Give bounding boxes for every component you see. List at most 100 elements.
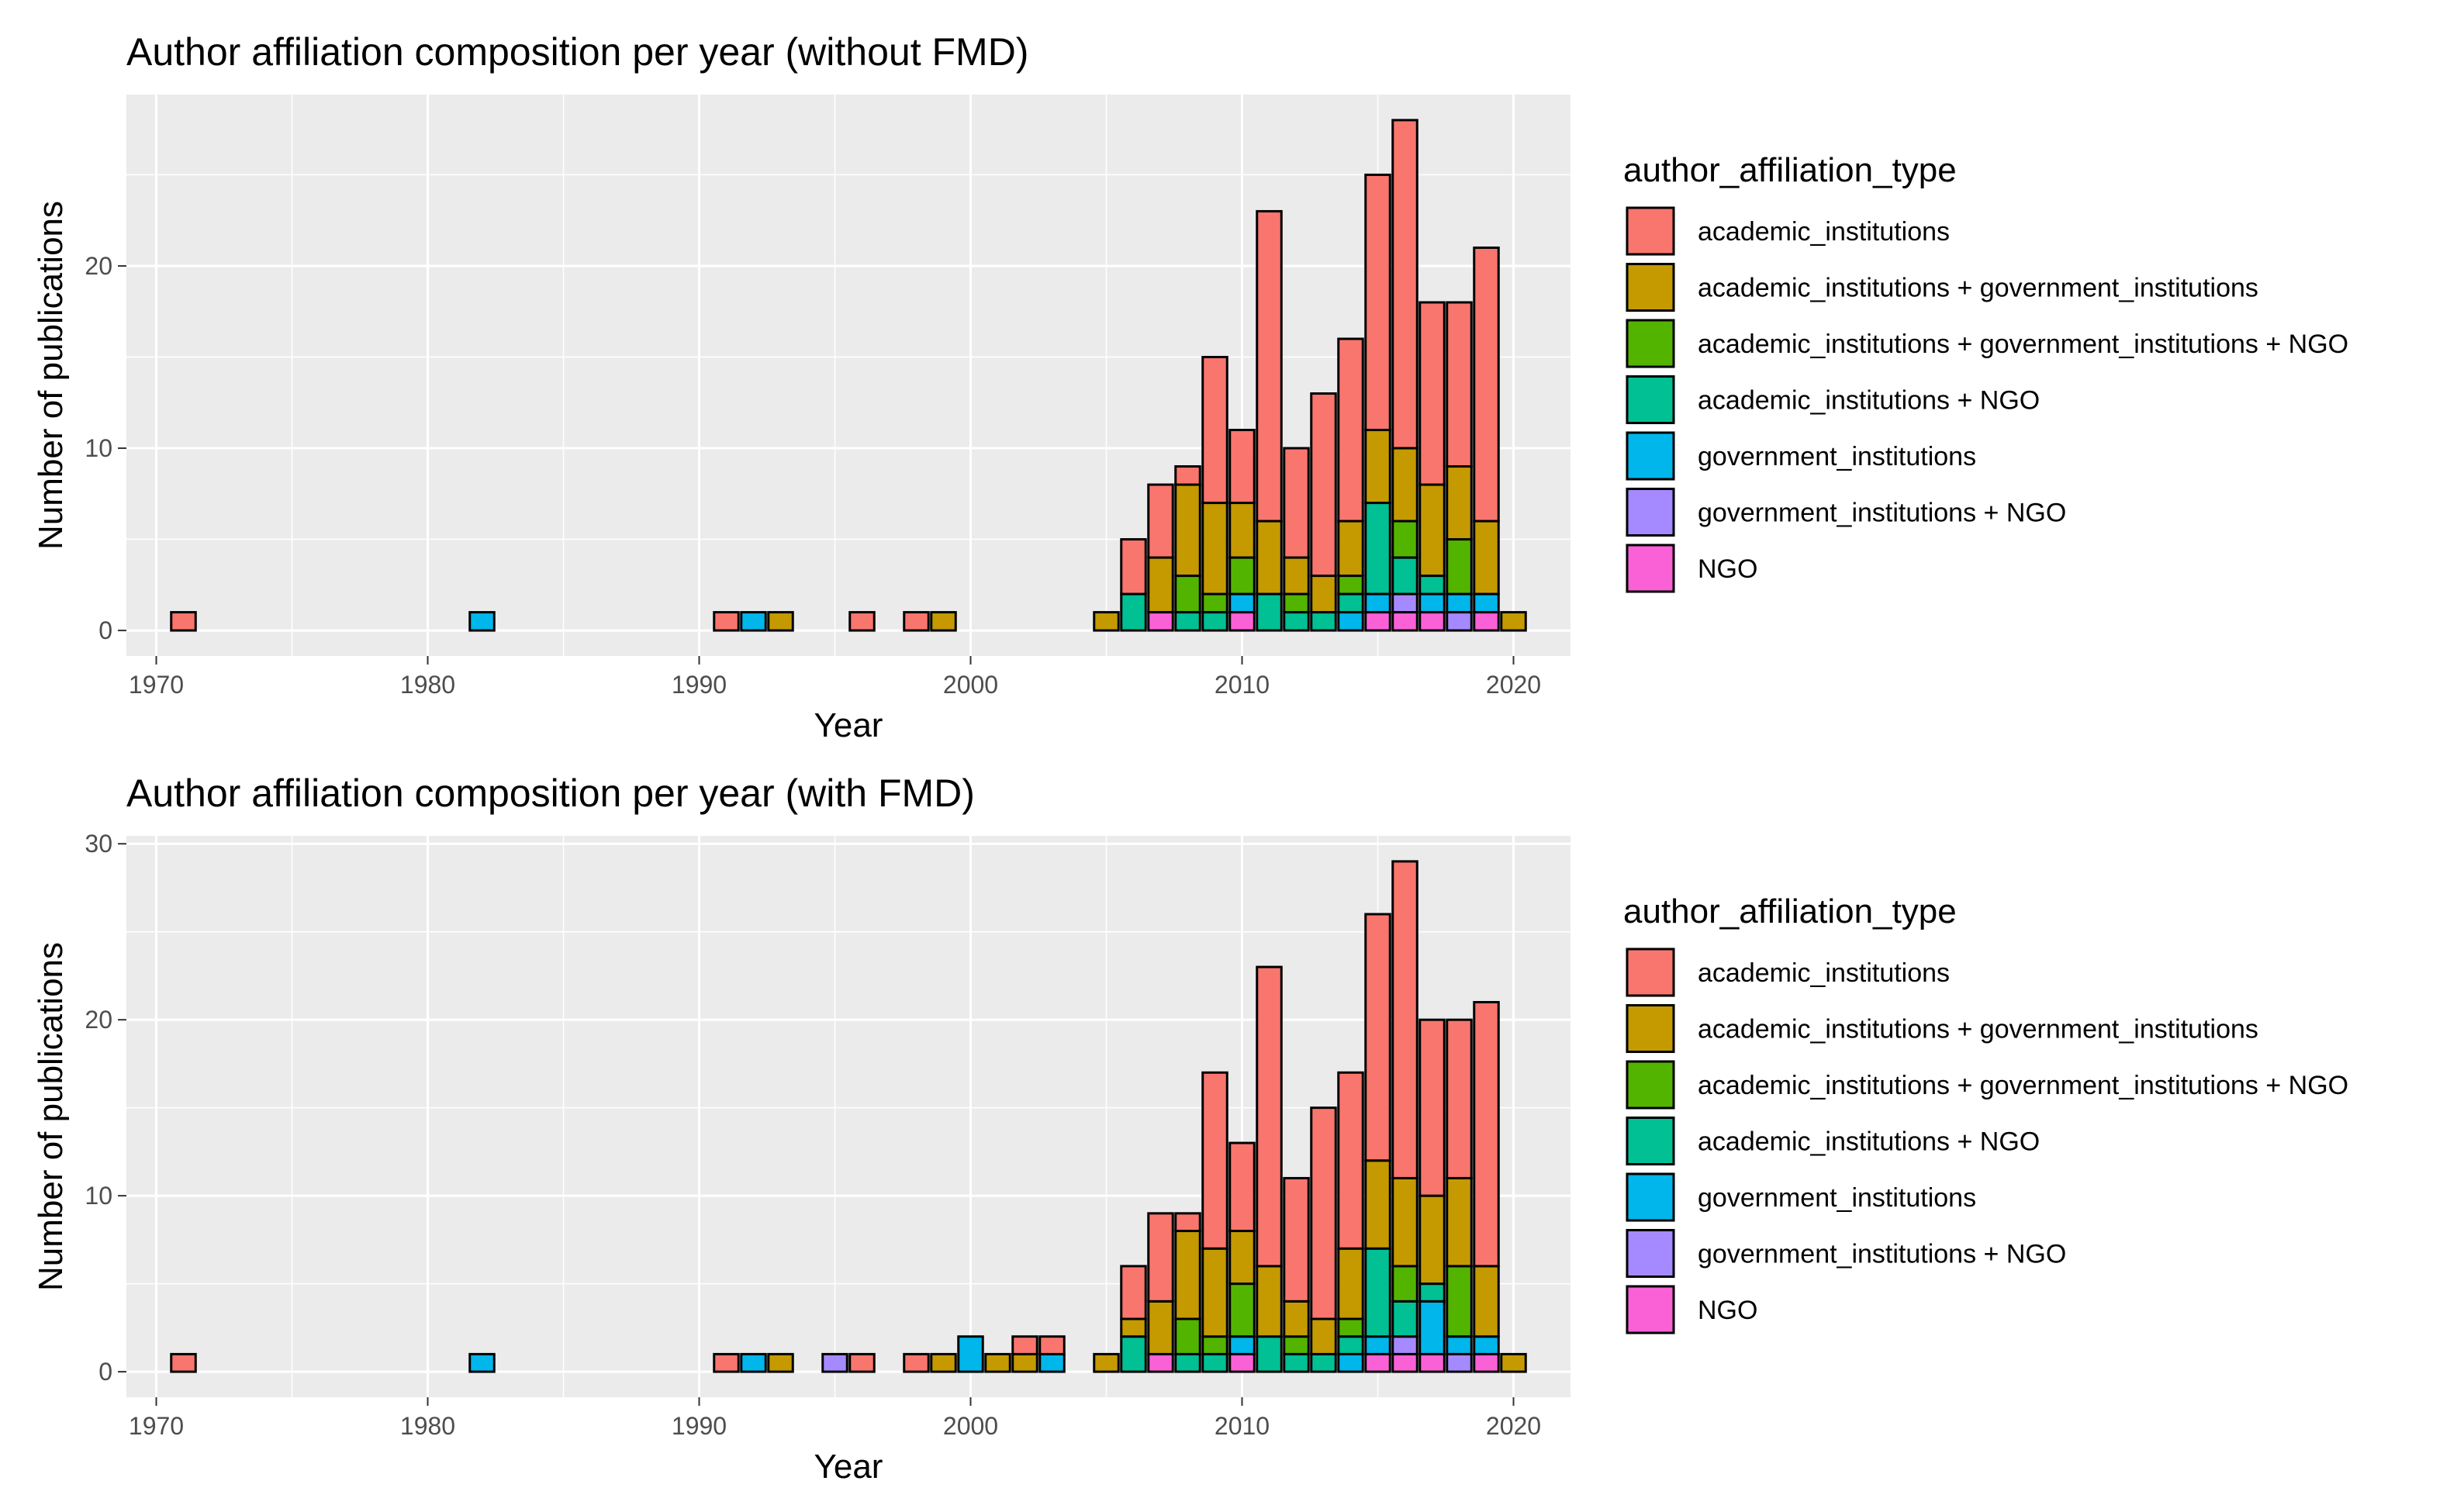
bar-segment [1256, 520, 1283, 595]
bar-segment [1418, 611, 1446, 632]
bar-segment [1364, 502, 1391, 595]
bar-segment [1337, 1352, 1364, 1373]
bar-segment [1256, 965, 1283, 1268]
bar-segment [1147, 1300, 1174, 1355]
bar-segment [1418, 1194, 1446, 1286]
y-tick-label: 10 [85, 434, 112, 462]
legend-swatch [1626, 1172, 1675, 1222]
x-tick-label: 1980 [400, 1412, 455, 1440]
bar-segment [1446, 1265, 1473, 1338]
bar-segment [1201, 1352, 1228, 1373]
bar-segment [1228, 502, 1256, 559]
legend: author_affiliation_type academic_institu… [1623, 892, 2348, 1334]
bar-segment [1337, 611, 1364, 632]
x-tick-label: 2000 [943, 671, 998, 699]
legend: author_affiliation_type academic_institu… [1623, 151, 2348, 593]
bar-segment [713, 611, 740, 632]
chart-panel-without-fmd: Author affiliation composition per year … [32, 30, 2348, 744]
legend-label: government_institutions + NGO [1698, 499, 2066, 528]
bar-segment [1337, 1247, 1364, 1320]
legend-swatch [1626, 948, 1675, 997]
bar-segment [957, 1335, 984, 1373]
bar-segment [821, 1352, 848, 1373]
bar-segment [1364, 173, 1391, 432]
bar-segment [1120, 1335, 1147, 1373]
bar-segment [1120, 1317, 1147, 1338]
bar-segment [1418, 575, 1446, 595]
legend-swatch [1626, 1117, 1675, 1165]
legend-label: NGO [1698, 1296, 1757, 1325]
bar-segment [1201, 355, 1228, 505]
bar-segment [1473, 592, 1500, 614]
chart-title: Author affiliation composition per year … [126, 30, 1028, 74]
axes: 1970 1980 1990 2000 2010 2020 0 10 20 [85, 252, 1541, 699]
bar-segment [740, 1352, 767, 1373]
bar-segment [1391, 1176, 1418, 1268]
legend-swatch [1626, 1060, 1675, 1110]
bar-segment [1446, 592, 1473, 614]
bar-segment [1391, 447, 1418, 523]
y-tick-label: 20 [85, 1006, 112, 1034]
bar-segment [1174, 575, 1201, 614]
legend-label: academic_institutions + NGO [1698, 1127, 2040, 1157]
bar-segment [1310, 1352, 1337, 1373]
legend-entries: academic_institutions academic_institutio… [1626, 948, 2348, 1334]
bar-segment [1364, 429, 1391, 505]
bar-segment [1364, 1247, 1391, 1338]
bar-segment [1256, 592, 1283, 632]
bar-segment [1174, 1212, 1201, 1233]
bar-segment [1337, 1071, 1364, 1250]
bar-segment [1391, 1265, 1418, 1303]
bar-segment [1391, 1335, 1418, 1355]
bar-segment [1364, 913, 1391, 1162]
bar-segment [1283, 1335, 1310, 1355]
bar-segment [1446, 1352, 1473, 1373]
bar-segment [1391, 556, 1418, 595]
bar-segment [1120, 592, 1147, 632]
bar-segment [1201, 1247, 1228, 1338]
bar-segment [1120, 538, 1147, 595]
legend-label: academic_institutions + government_insti… [1698, 274, 2258, 303]
bar-segment [1201, 1071, 1228, 1250]
legend-swatch [1626, 206, 1675, 256]
legend-swatch [1626, 544, 1675, 593]
bar-segment [1174, 465, 1201, 486]
bar-segment [1473, 1352, 1500, 1373]
bar-segment [1201, 611, 1228, 632]
legend-label: government_institutions [1698, 442, 1976, 471]
x-tick-label: 1970 [129, 1412, 184, 1440]
bar-segment [1256, 209, 1283, 523]
legend-swatch [1626, 1229, 1675, 1278]
bar-segment [1473, 611, 1500, 632]
bar-segment [1174, 483, 1201, 578]
bar-segment [1446, 1176, 1473, 1268]
bar-segment [170, 1352, 197, 1373]
bar-segment [1228, 1282, 1256, 1338]
bar-segment [1174, 1352, 1201, 1373]
y-tick-label: 0 [98, 616, 112, 644]
bar-segment [1337, 337, 1364, 523]
bar-segment [1418, 1300, 1446, 1355]
bar-segment [1120, 1265, 1147, 1320]
bar-segment [1310, 575, 1337, 614]
bar-segment [1283, 1300, 1310, 1338]
x-tick-label: 1980 [400, 671, 455, 699]
bar-segment [1228, 429, 1256, 505]
bar-segment [903, 1352, 930, 1373]
bar-segment [1038, 1352, 1066, 1373]
bar-segment [1093, 1352, 1120, 1373]
x-axis-label: Year [814, 1448, 883, 1486]
y-tick-label: 20 [85, 252, 112, 280]
legend-swatch [1626, 1285, 1675, 1334]
x-tick-label: 1970 [129, 671, 184, 699]
bar-segment [1283, 556, 1310, 595]
bar-segment [848, 1352, 876, 1373]
legend-label: academic_institutions + NGO [1698, 386, 2040, 416]
bar-segment [1500, 1352, 1527, 1373]
bar-segment [1337, 520, 1364, 578]
bar-segment [1391, 592, 1418, 614]
bar-segment [1446, 1018, 1473, 1179]
bar-segment [930, 1352, 957, 1373]
bar-segment [1500, 611, 1527, 632]
bar-segment [1201, 1335, 1228, 1355]
